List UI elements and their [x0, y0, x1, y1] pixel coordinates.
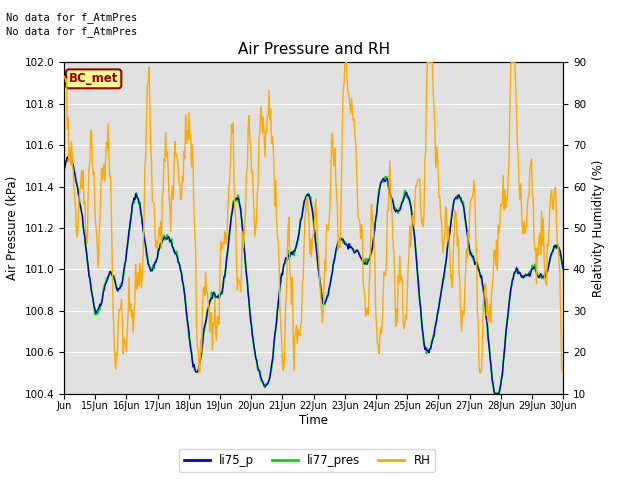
Y-axis label: Relativity Humidity (%): Relativity Humidity (%) [591, 159, 605, 297]
Text: No data for f_AtmPres: No data for f_AtmPres [6, 12, 138, 23]
Text: BC_met: BC_met [69, 72, 118, 85]
Y-axis label: Air Pressure (kPa): Air Pressure (kPa) [6, 176, 19, 280]
Title: Air Pressure and RH: Air Pressure and RH [237, 42, 390, 57]
Text: No data for f_AtmPres: No data for f_AtmPres [6, 26, 138, 37]
Legend: li75_p, li77_pres, RH: li75_p, li77_pres, RH [179, 449, 435, 472]
X-axis label: Time: Time [299, 414, 328, 427]
